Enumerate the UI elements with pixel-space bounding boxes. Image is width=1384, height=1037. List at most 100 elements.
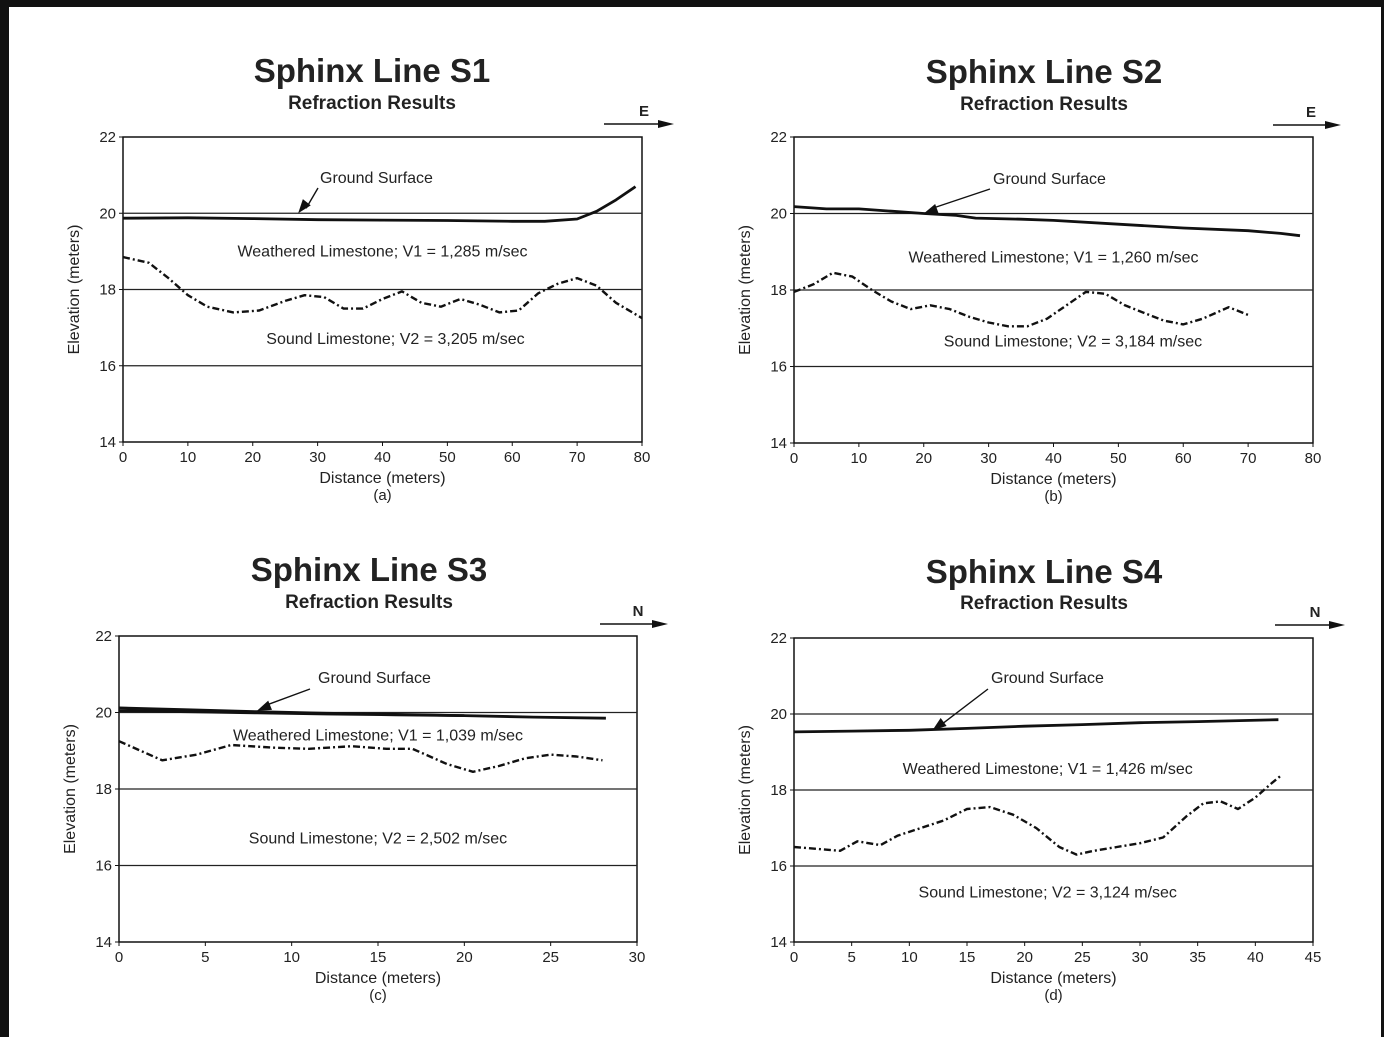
x-tick-label: 10	[901, 949, 918, 966]
x-tick-label: 0	[790, 450, 798, 467]
direction-arrow-head	[1325, 121, 1341, 129]
y-tick-label: 14	[99, 434, 116, 451]
panel-label: (a)	[373, 487, 391, 504]
y-tick-label: 16	[770, 858, 787, 875]
direction-arrow-head	[658, 120, 674, 128]
y-tick-label: 22	[770, 630, 787, 647]
y-tick-label: 20	[770, 206, 787, 223]
x-tick-label: 40	[374, 449, 391, 466]
y-tick-label: 20	[770, 706, 787, 723]
x-tick-label: 15	[370, 949, 387, 966]
x-axis-label: Distance (meters)	[990, 471, 1116, 488]
y-tick-label: 14	[770, 435, 787, 452]
chart-subtitle: Refraction Results	[285, 592, 453, 613]
x-tick-label: 30	[309, 449, 326, 466]
sound-limestone-label: Sound Limestone; V2 = 3,124 m/sec	[919, 885, 1177, 902]
ground-surface-pointer-head	[932, 717, 947, 731]
y-tick-label: 16	[95, 858, 112, 875]
direction-label: N	[633, 603, 644, 620]
x-tick-label: 5	[847, 949, 855, 966]
x-tick-label: 30	[980, 450, 997, 467]
y-tick-label: 18	[95, 781, 112, 798]
x-tick-label: 30	[1132, 949, 1149, 966]
chart-panel-1: Sphinx Line S1 Refraction Results E 0 10 20 30…	[66, 52, 674, 504]
bedrock-interface-line	[122, 255, 643, 320]
ground-surface-line	[122, 185, 637, 223]
chart-title: Sphinx Line S4	[926, 553, 1163, 590]
direction-arrow-head	[1329, 621, 1345, 629]
ground-surface-label: Ground Surface	[991, 670, 1104, 687]
x-axis-label: Distance (meters)	[990, 970, 1116, 987]
y-axis-label: Elevation (meters)	[737, 725, 754, 855]
x-tick-label: 30	[629, 949, 646, 966]
sound-limestone-label: Sound Limestone; V2 = 3,184 m/sec	[944, 334, 1202, 351]
ground-surface-pointer-head	[298, 199, 311, 214]
weathered-limestone-label: Weathered Limestone; V1 = 1,285 m/sec	[237, 243, 527, 260]
x-tick-label: 0	[790, 949, 798, 966]
x-tick-label: 20	[244, 449, 261, 466]
direction-label: E	[639, 103, 649, 120]
x-tick-label: 0	[115, 949, 123, 966]
x-tick-label: 50	[439, 449, 456, 466]
ground-surface-line-secondary	[118, 709, 465, 717]
y-tick-label: 14	[95, 934, 112, 951]
x-tick-label: 60	[504, 449, 521, 466]
sound-limestone-label: Sound Limestone; V2 = 2,502 m/sec	[249, 831, 507, 848]
y-axis-label: Elevation (meters)	[62, 724, 79, 854]
panel-label: (d)	[1044, 987, 1062, 1004]
weathered-limestone-label: Weathered Limestone; V1 = 1,039 m/sec	[233, 727, 523, 744]
y-tick-label: 22	[99, 129, 116, 146]
x-tick-label: 80	[1305, 450, 1322, 467]
bedrock-interface-line	[118, 740, 603, 773]
y-axis-label: Elevation (meters)	[737, 225, 754, 355]
x-tick-label: 10	[180, 449, 197, 466]
sound-limestone-label: Sound Limestone; V2 = 3,205 m/sec	[266, 331, 524, 348]
direction-label: E	[1306, 104, 1316, 121]
chart-subtitle: Refraction Results	[960, 593, 1128, 614]
bedrock-interface-line	[793, 271, 1249, 328]
ground-surface-pointer-head	[257, 700, 272, 711]
x-tick-label: 40	[1247, 949, 1264, 966]
x-tick-label: 5	[201, 949, 209, 966]
x-tick-label: 60	[1175, 450, 1192, 467]
y-tick-label: 18	[770, 282, 787, 299]
ground-surface-label: Ground Surface	[320, 170, 433, 187]
x-tick-label: 25	[542, 949, 559, 966]
chart-title: Sphinx Line S2	[926, 53, 1163, 90]
y-tick-label: 18	[99, 282, 116, 299]
y-axis-label: Elevation (meters)	[66, 225, 83, 355]
x-tick-label: 20	[915, 450, 932, 467]
x-axis-label: Distance (meters)	[315, 970, 441, 987]
x-tick-label: 15	[959, 949, 976, 966]
ground-surface-label: Ground Surface	[993, 171, 1106, 188]
x-tick-label: 10	[283, 949, 300, 966]
x-tick-label: 70	[1240, 450, 1257, 467]
chart-subtitle: Refraction Results	[288, 93, 456, 114]
ground-surface-line	[793, 718, 1279, 734]
y-tick-label: 16	[99, 358, 116, 375]
y-tick-label: 20	[99, 205, 116, 222]
y-tick-label: 20	[95, 705, 112, 722]
weathered-limestone-label: Weathered Limestone; V1 = 1,260 m/sec	[908, 249, 1198, 266]
x-tick-label: 0	[119, 449, 127, 466]
y-tick-label: 22	[770, 129, 787, 146]
x-tick-label: 35	[1189, 949, 1206, 966]
chart-panel-2: Sphinx Line S2 Refraction Results E 0 10 20 30…	[737, 53, 1341, 505]
chart-subtitle: Refraction Results	[960, 94, 1128, 115]
chart-panel-3: Sphinx Line S3 Refraction Results N 0 5 10 15 2…	[62, 551, 668, 1004]
chart-title: Sphinx Line S3	[251, 551, 488, 588]
ground-surface-pointer	[939, 688, 989, 726]
x-tick-label: 20	[456, 949, 473, 966]
direction-arrow-head	[652, 620, 668, 628]
ground-surface-label: Ground Surface	[318, 670, 431, 687]
ground-surface-line	[793, 205, 1301, 238]
ground-surface-pointer	[931, 188, 991, 210]
direction-label: N	[1310, 604, 1321, 621]
x-tick-label: 80	[634, 449, 651, 466]
x-tick-label: 10	[851, 450, 868, 467]
ground-surface-pointer-head	[923, 203, 939, 214]
bedrock-interface-line	[793, 773, 1283, 856]
panel-label: (b)	[1044, 488, 1062, 505]
chart-panel-4: Sphinx Line S4 Refraction Results N 0 5 10 15 2…	[737, 553, 1345, 1004]
